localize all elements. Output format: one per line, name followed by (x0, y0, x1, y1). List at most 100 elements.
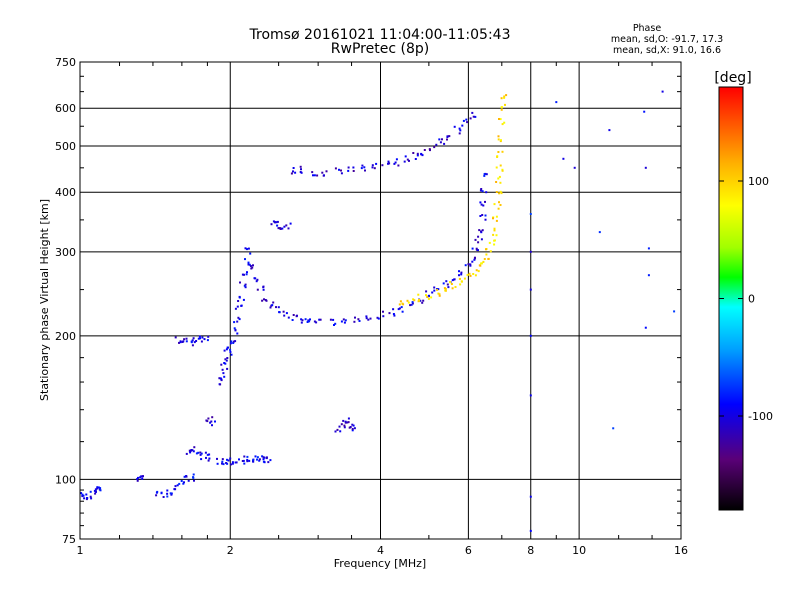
echo-point (387, 162, 389, 165)
echo-point (388, 312, 391, 315)
echo-point (395, 158, 398, 161)
echo-point (446, 138, 448, 141)
echo-point (461, 124, 464, 127)
echo-point (263, 298, 265, 301)
echo-point (300, 168, 302, 171)
echo-point (96, 487, 99, 490)
echo-point (204, 451, 207, 454)
echo-point (243, 284, 246, 287)
echo-point (80, 492, 83, 495)
echo-point (661, 90, 664, 93)
echo-point (183, 481, 185, 484)
echo-point (501, 150, 504, 153)
echo-point (478, 229, 481, 232)
echo-point (308, 320, 311, 323)
echo-point (403, 160, 406, 163)
echo-point (180, 480, 183, 482)
echo-point (93, 489, 96, 492)
echo-point (499, 190, 502, 193)
echo-point (495, 166, 498, 169)
echo-point (492, 217, 494, 220)
echo-point (458, 127, 461, 130)
echo-point (226, 367, 229, 370)
echo-point (282, 310, 285, 313)
echo-point (156, 490, 159, 493)
echo-point (351, 423, 354, 426)
echo-point (206, 453, 209, 456)
echo-point (500, 192, 503, 195)
echo-point (485, 248, 487, 251)
echo-point (230, 463, 233, 466)
x-tick-label: 2 (227, 544, 234, 557)
echo-point (485, 253, 488, 256)
echo-point (287, 316, 290, 319)
echo-point (243, 462, 246, 465)
echo-point (477, 249, 479, 252)
echo-point (89, 495, 92, 498)
echo-point (226, 346, 229, 349)
echo-point (244, 247, 247, 250)
echo-point (183, 338, 186, 341)
echo-point (500, 139, 502, 142)
echo-point (174, 488, 177, 491)
echo-point (232, 340, 235, 343)
echo-point (343, 424, 346, 427)
echo-point (471, 260, 474, 263)
echo-point (482, 204, 485, 207)
echo-point (256, 456, 259, 459)
echo-point (404, 155, 407, 158)
echo-point (340, 172, 343, 175)
echo-point (179, 341, 182, 344)
echo-point (334, 167, 337, 170)
echo-point (498, 175, 501, 178)
echo-point (472, 115, 475, 118)
echo-point (488, 241, 491, 244)
echo-point (475, 269, 478, 272)
echo-point (612, 427, 615, 430)
echo-point (237, 300, 240, 302)
echo-point (444, 289, 447, 292)
echo-point (500, 108, 503, 111)
echo-point (469, 263, 472, 266)
echo-point (160, 492, 163, 495)
echo-point (344, 420, 347, 423)
echo-point (399, 300, 402, 303)
echo-point (477, 235, 480, 238)
echo-point (313, 174, 316, 177)
echo-point (402, 303, 405, 306)
echo-point (451, 287, 454, 290)
echo-point (409, 304, 412, 307)
echo-point (499, 164, 502, 167)
echo-point (438, 294, 441, 297)
echo-point (95, 490, 97, 493)
echo-point (312, 174, 314, 177)
echo-point (81, 493, 84, 496)
echo-point (398, 307, 401, 310)
echo-point (334, 430, 337, 433)
echo-point (210, 420, 213, 423)
echo-point (483, 258, 486, 260)
echo-point (208, 453, 211, 456)
echo-point (246, 271, 248, 274)
echo-point (427, 297, 430, 300)
echo-point (323, 174, 325, 177)
echo-point (397, 164, 400, 167)
echo-point (493, 239, 496, 242)
echo-point (275, 306, 277, 309)
echo-point (418, 298, 420, 301)
echo-point (256, 278, 259, 281)
echo-point (497, 177, 500, 180)
echo-point (504, 103, 506, 106)
echo-point (480, 262, 483, 265)
echo-point (299, 165, 302, 168)
echo-point (371, 166, 374, 169)
echo-point (195, 452, 198, 455)
echo-point (198, 335, 201, 338)
echo-point (141, 477, 144, 480)
echo-point (529, 334, 532, 337)
echo-point (499, 181, 502, 184)
echo-point (473, 258, 476, 261)
echo-point (226, 357, 229, 359)
